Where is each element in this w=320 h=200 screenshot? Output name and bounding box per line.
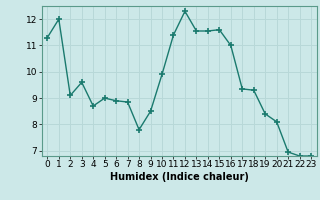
X-axis label: Humidex (Indice chaleur): Humidex (Indice chaleur): [110, 172, 249, 182]
